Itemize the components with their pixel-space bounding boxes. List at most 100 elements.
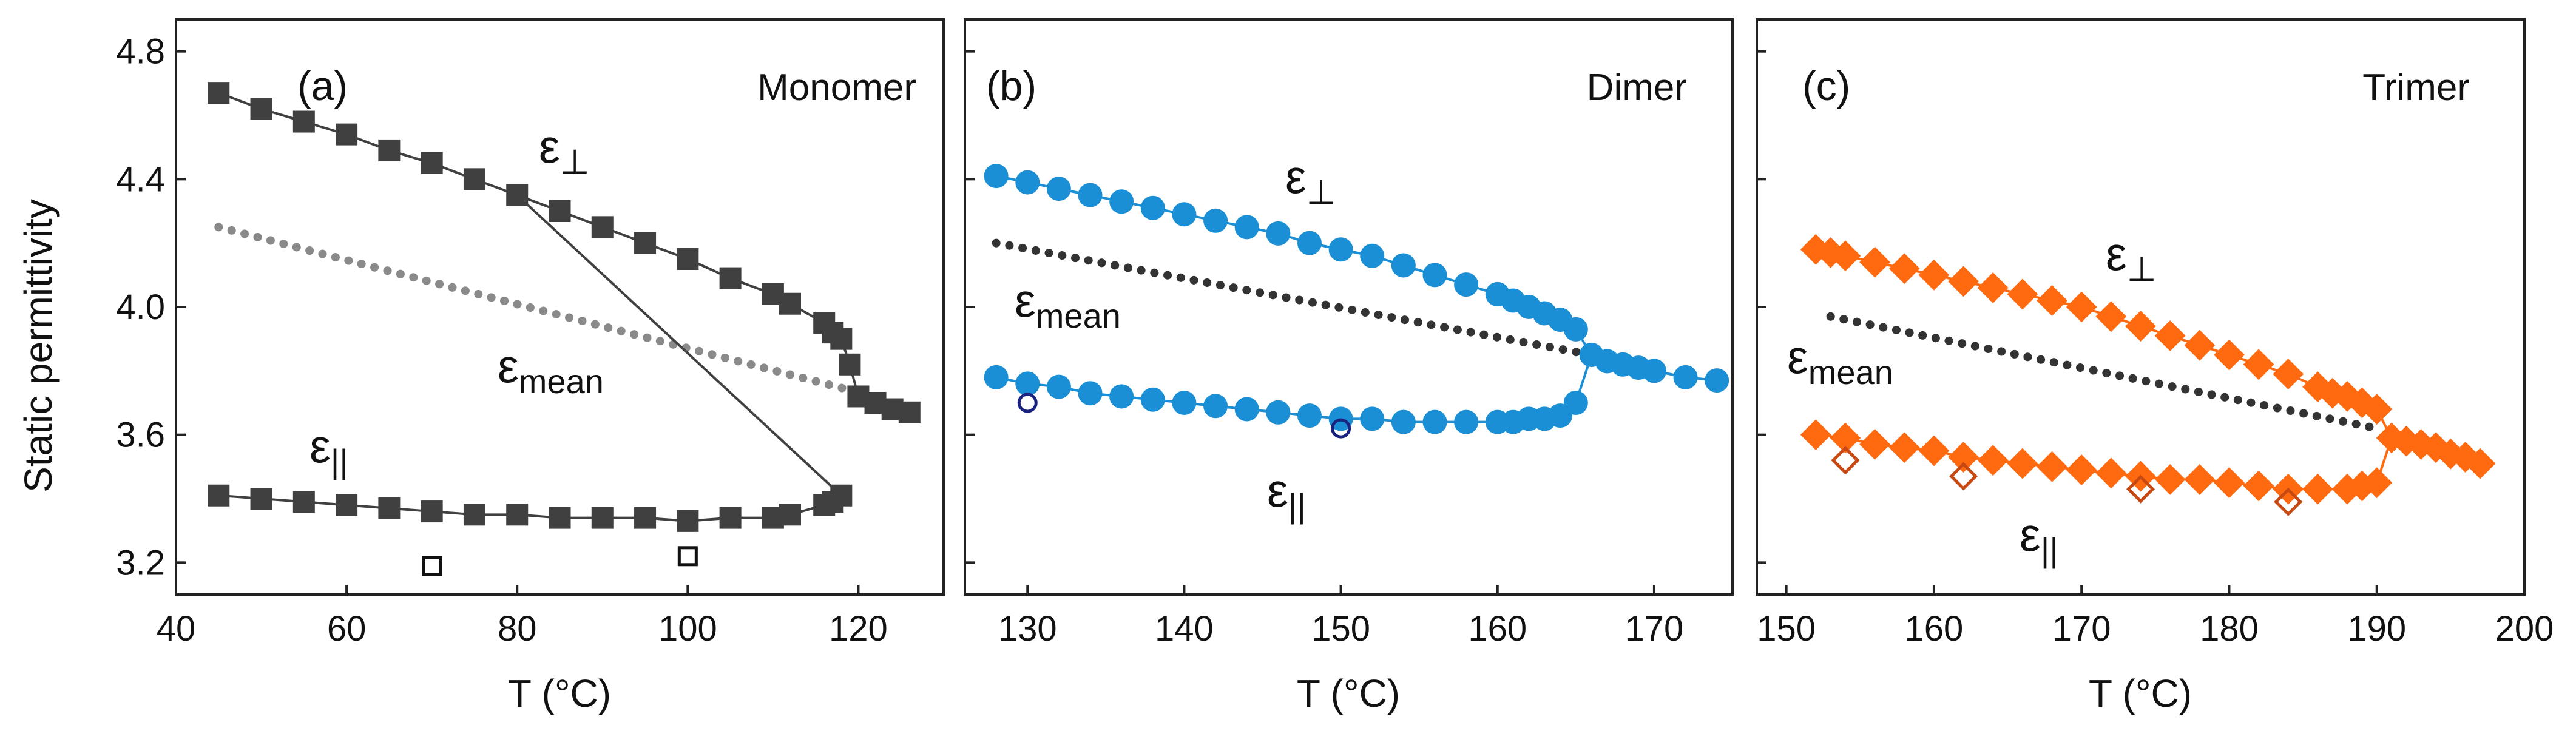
panel-c-open-point bbox=[1949, 462, 1978, 491]
panel-c-x-tick-label: 180 bbox=[2200, 609, 2259, 649]
panel-a-par-point bbox=[830, 484, 853, 507]
panel-c-perp-point bbox=[2464, 448, 2496, 479]
panel-c-perp-point bbox=[2066, 291, 2097, 323]
panel-a-perp-point bbox=[677, 248, 699, 270]
panel-c-par-point bbox=[1918, 435, 1950, 467]
panel-c-perp-point bbox=[2214, 339, 2245, 371]
panel-b-perp-point bbox=[1140, 195, 1165, 220]
panel-b-par-point bbox=[1140, 387, 1165, 412]
panel-b-label: (b) bbox=[986, 63, 1036, 109]
panel-a-par-point bbox=[591, 507, 614, 529]
panel-a-perp-point bbox=[378, 139, 401, 161]
panel-c-par-point bbox=[1948, 442, 1979, 473]
panel-c-perp-point bbox=[1918, 259, 1950, 291]
panel-a-par-point bbox=[463, 504, 485, 526]
panel-c-open-point bbox=[1831, 446, 1860, 475]
panel-c-perp-point bbox=[2243, 349, 2274, 380]
y-tick-label: 4.0 bbox=[116, 288, 165, 327]
panel-b-par-point bbox=[1203, 394, 1228, 419]
panel-a-mean-line bbox=[214, 223, 854, 394]
panel-a-par-point bbox=[292, 491, 315, 513]
panel-a-open-point bbox=[677, 546, 698, 567]
panel-c-par-point bbox=[2037, 451, 2067, 482]
panel-b-par-point bbox=[1266, 400, 1291, 425]
panel-c-par-point bbox=[1859, 429, 1891, 460]
panel-b-perp-point bbox=[1234, 215, 1259, 240]
panel-a-par-point bbox=[250, 488, 272, 510]
panel-c-legend-eps-perp: ε⊥ bbox=[2106, 227, 2157, 288]
panel-a: 3.23.64.04.44.840 60 80 100 120 (a) Monomer … bbox=[116, 18, 945, 715]
panel-b-par-point bbox=[1548, 403, 1573, 428]
panel-b-par-point bbox=[1391, 409, 1416, 434]
panel-a-perp-point bbox=[779, 292, 801, 315]
panel-c-perp-point bbox=[1888, 253, 1920, 285]
panel-a-par-point bbox=[378, 497, 401, 519]
panel-b-perp-point bbox=[1422, 263, 1447, 288]
panel-b-x-tick-label: 170 bbox=[1625, 609, 1684, 649]
panel-a-par-point bbox=[336, 494, 358, 516]
panel-c-par-point bbox=[2066, 454, 2097, 486]
panel-a-par-point bbox=[677, 510, 699, 532]
panel-c-par-point bbox=[2154, 463, 2186, 495]
panel-a-x-tick-label: 120 bbox=[829, 609, 888, 649]
panel-b-par-point bbox=[1078, 381, 1103, 406]
panel-b-legend-eps-par: ε|| bbox=[1267, 463, 1306, 525]
panel-a-x-tick-label: 80 bbox=[498, 609, 537, 649]
panel-b-par-point bbox=[1454, 409, 1479, 434]
panel-c-par-point bbox=[1830, 422, 1861, 454]
panel-a-x-tick-label: 60 bbox=[327, 609, 367, 649]
panel-c-perp-point bbox=[2095, 301, 2127, 332]
panel-c-x-tick-label: 190 bbox=[2347, 609, 2406, 649]
panel-b-perp-point bbox=[1328, 237, 1353, 262]
panel-c-perp-point bbox=[2007, 278, 2038, 310]
panel-a-par-point bbox=[779, 504, 801, 526]
panel-c: 150 160 170 180 190 200 (c) Trimer T (°C) ε⊥ … bbox=[1756, 18, 2554, 715]
panel-a-par-point bbox=[421, 500, 443, 523]
panel-a-perp-point bbox=[634, 232, 657, 254]
panel-c-x-tick-label: 150 bbox=[1757, 609, 1816, 649]
panel-b-perp-point bbox=[1109, 189, 1134, 214]
panel-c-perp-point bbox=[1830, 240, 1861, 272]
panel-a-perp-point bbox=[463, 168, 485, 190]
panel-b-perp-point bbox=[984, 164, 1009, 189]
panel-c-perp-point bbox=[2037, 285, 2067, 316]
panel-b-perp-point bbox=[1705, 368, 1729, 393]
panel-a-legend-eps-par: ε|| bbox=[309, 419, 348, 480]
panel-b-perp-point bbox=[1078, 183, 1103, 207]
panel-a-x-tick-label: 40 bbox=[157, 609, 196, 649]
panel-a-x-tick-label: 100 bbox=[658, 609, 717, 649]
y-tick-label: 4.8 bbox=[116, 32, 165, 72]
panel-c-frame bbox=[1756, 18, 2526, 596]
panel-b-legend-eps-perp: ε⊥ bbox=[1285, 150, 1336, 211]
panel-b-perp-point bbox=[1297, 231, 1322, 255]
panel-b-perp-point bbox=[1391, 253, 1416, 278]
panel-c-par-point bbox=[2243, 470, 2274, 502]
panel-a-par-point bbox=[549, 507, 571, 529]
panel-c-perp-point bbox=[2361, 394, 2393, 425]
panel-a-x-axis-title: T (°C) bbox=[508, 672, 611, 715]
y-tick-label: 3.6 bbox=[116, 416, 165, 455]
panel-c-open-point bbox=[2274, 487, 2303, 516]
panel-c-par-point bbox=[1977, 445, 2009, 476]
panel-a-perp-point bbox=[830, 328, 853, 350]
panel-b-perp-point bbox=[1266, 221, 1291, 246]
panel-b-x-tick-label: 140 bbox=[1155, 609, 1214, 649]
panel-c-label: (c) bbox=[1802, 63, 1850, 109]
panel-a-perp-point bbox=[591, 216, 614, 238]
panel-c-perp-point bbox=[2273, 359, 2304, 390]
panel-a-legend-eps-mean: εmean bbox=[498, 339, 604, 400]
panel-a-perp-point bbox=[719, 267, 742, 289]
panel-b-perp-point bbox=[1563, 317, 1588, 342]
panel-b-frame bbox=[964, 18, 1734, 596]
panel-a-label: (a) bbox=[297, 63, 348, 109]
panel-c-x-tick-label: 160 bbox=[1905, 609, 1964, 649]
panel-a-title: Monomer bbox=[757, 67, 916, 109]
panel-a-perp-point bbox=[250, 98, 272, 120]
panel-c-par-point bbox=[2007, 448, 2038, 479]
panel-c-mean-line bbox=[1826, 312, 2381, 433]
panel-b-par-point bbox=[1360, 406, 1385, 431]
panel-c-legend-eps-par: ε|| bbox=[2020, 508, 2058, 569]
panel-a-par-point bbox=[208, 484, 230, 507]
panel-b-perp-point bbox=[1172, 202, 1197, 227]
